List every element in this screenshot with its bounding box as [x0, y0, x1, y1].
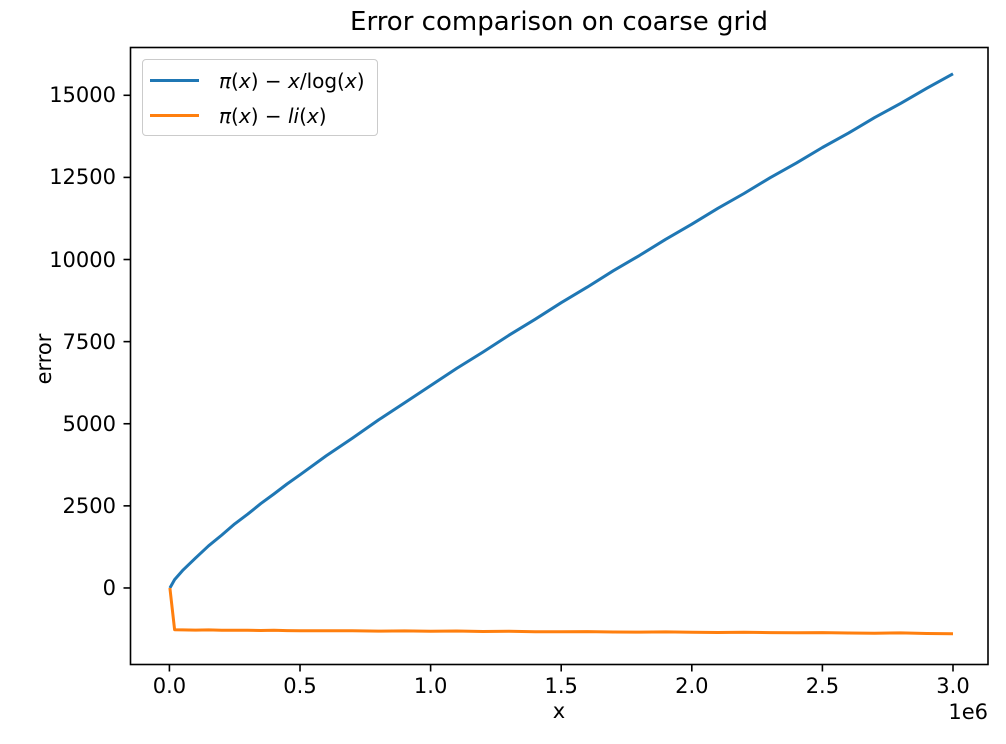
legend-line-sample: [150, 114, 199, 117]
legend: π(x) − x/log(x) π(x) − li(x): [142, 59, 378, 136]
x-tick-label: 1.0: [413, 674, 448, 698]
chart-title: Error comparison on coarse grid: [350, 7, 768, 37]
y-tick-label: 2500: [62, 493, 116, 518]
legend-entry-pi-minus-li: π(x) − li(x): [143, 98, 377, 133]
legend-label: π(x) − x/log(x): [219, 68, 365, 93]
axes-frame: [129, 46, 989, 666]
legend-label: π(x) − li(x): [219, 103, 327, 128]
y-tick-label: 7500: [62, 329, 116, 354]
series-line-pi-minus-li: [168, 587, 954, 636]
y-tick-label: 12500: [49, 165, 116, 190]
legend-entry-pi-minus-x-over-logx: π(x) − x/log(x): [143, 63, 377, 98]
x-tick-label: 2.0: [675, 674, 709, 698]
x-tick-label: 0.5: [283, 674, 317, 698]
y-tick-label: 15000: [49, 83, 116, 108]
x-tick-label: 1.5: [544, 674, 578, 698]
x-tick-label: 0.0: [152, 674, 187, 698]
x-tick-label: 2.5: [805, 674, 840, 698]
series-line-pi-minus-x-over-logx: [168, 72, 954, 589]
x-axis-offset-label: 1e6: [948, 700, 988, 724]
legend-line-sample: [150, 79, 199, 82]
y-tick-label: 5000: [62, 411, 116, 436]
y-tick-label: 0: [102, 575, 116, 600]
y-axis-label: error: [32, 333, 56, 385]
x-axis-label: x: [552, 699, 566, 723]
x-tick-label: 3.0: [936, 674, 970, 698]
y-tick-label: 10000: [49, 247, 116, 272]
